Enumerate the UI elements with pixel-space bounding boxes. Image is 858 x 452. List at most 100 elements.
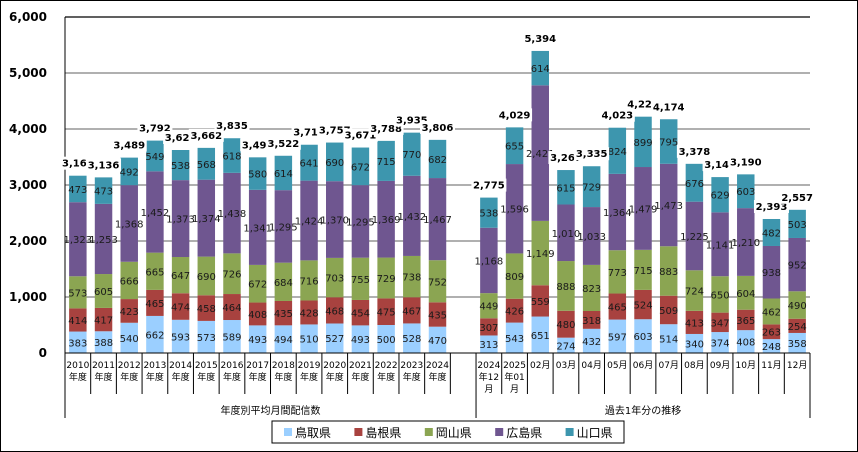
y-tick-label: 3,000 — [9, 178, 47, 192]
bar-segment-2 — [711, 312, 729, 333]
segment-value-label: 468 — [325, 306, 344, 317]
bar-segment-3 — [197, 256, 216, 296]
segment-value-label: 1,432 — [397, 212, 426, 223]
bar-segment-1 — [582, 328, 601, 353]
bar-segment-3 — [274, 262, 293, 301]
segment-value-label: 755 — [351, 275, 370, 286]
group-label: 年度別平均月間配信数 — [221, 404, 321, 417]
bar-segment-3 — [685, 270, 704, 311]
segment-value-label: 408 — [248, 310, 267, 321]
total-label-bg — [728, 155, 764, 169]
category-label: 2023 — [400, 361, 423, 371]
category-label: 年度 — [403, 371, 421, 383]
bar-segment-3 — [531, 220, 549, 286]
legend-label: 島根県 — [365, 425, 401, 440]
category-label: 06月 — [633, 360, 653, 371]
segment-value-label: 662 — [145, 330, 164, 341]
bar-segment-3 — [300, 260, 318, 301]
segment-value-label: 1,341 — [243, 223, 272, 234]
segment-value-label: 1,149 — [526, 249, 555, 260]
bar-segment-1 — [634, 319, 652, 353]
bar-segment-2 — [300, 300, 318, 325]
bar-segment-2 — [94, 307, 113, 332]
segment-value-label: 676 — [685, 179, 704, 190]
segment-value-label: 682 — [428, 155, 447, 166]
bar-segment-2 — [762, 324, 781, 340]
total-label-bg — [86, 158, 122, 172]
bar-segment-4 — [531, 85, 549, 221]
category-label: 月 — [510, 384, 519, 395]
segment-value-label: 524 — [633, 301, 652, 312]
y-tick-label: 5,000 — [9, 66, 47, 80]
total-value-label: 3,788 — [370, 124, 402, 135]
segment-value-label: 752 — [428, 277, 447, 288]
bar-segment-1 — [711, 332, 729, 353]
bar-segment-5 — [171, 150, 190, 181]
bar-segment-1 — [300, 324, 318, 353]
bar-segment-3 — [582, 264, 601, 311]
segment-value-label: 493 — [248, 335, 267, 346]
segment-value-label: 1,438 — [218, 209, 247, 220]
bar-segment-3 — [480, 293, 498, 319]
segment-value-label: 1,368 — [115, 219, 144, 230]
category-label: 04月 — [581, 360, 601, 371]
legend: 鳥取県 島根県 岡山県 広島県 山口県 — [271, 420, 625, 444]
category-label: 年度 — [172, 371, 190, 383]
bar-segment-4 — [685, 201, 704, 271]
segment-value-label: 651 — [531, 331, 550, 342]
segment-value-label: 1,370 — [320, 216, 349, 227]
category-label: 09月 — [710, 360, 730, 371]
bar-segment-3 — [711, 276, 729, 313]
total-value-label: 2,393 — [756, 202, 788, 213]
segment-value-label: 690 — [325, 158, 344, 169]
segment-value-label: 1,373 — [166, 215, 195, 226]
segment-value-label: 573 — [197, 333, 216, 344]
segment-value-label: 494 — [274, 335, 293, 346]
bar-segment-2 — [634, 289, 652, 320]
bar-segment-5 — [428, 139, 447, 179]
total-value-label: 3,136 — [88, 160, 120, 171]
bar-segment-4 — [197, 179, 216, 257]
segment-value-label: 340 — [685, 339, 704, 350]
legend-swatch — [424, 428, 433, 436]
segment-value-label: 274 — [556, 341, 575, 352]
bar-segment-1 — [197, 320, 216, 353]
bar-segment-1 — [762, 339, 781, 353]
category-label: 年度 — [249, 371, 267, 383]
segment-value-label: 549 — [145, 152, 164, 163]
segment-value-label: 938 — [762, 268, 781, 279]
segment-value-label: 716 — [300, 276, 319, 287]
total-label-bg — [111, 138, 147, 152]
segment-value-label: 888 — [556, 282, 575, 293]
segment-value-label: 347 — [711, 318, 730, 329]
segment-value-label: 672 — [351, 162, 370, 173]
bar-segment-2 — [531, 285, 549, 317]
segment-value-label: 538 — [171, 161, 190, 172]
total-label-bg — [651, 100, 687, 114]
segment-value-label: 490 — [788, 301, 807, 312]
total-label-bg — [265, 136, 301, 150]
total-value-label: 3,792 — [139, 124, 171, 135]
bar-segment-5 — [146, 140, 164, 172]
category-label: 2018 — [272, 361, 295, 371]
bar-segment-4 — [403, 175, 421, 256]
segment-value-label: 528 — [402, 334, 421, 345]
legend-label: 山口県 — [577, 426, 613, 440]
bar-segment-4 — [300, 180, 318, 261]
segment-value-label: 1,369 — [372, 215, 401, 226]
segment-value-label: 435 — [428, 311, 447, 322]
legend-label: 鳥取県 — [295, 425, 331, 440]
category-label: 2024 — [477, 361, 500, 371]
segment-value-label: 538 — [479, 209, 498, 220]
segment-value-label: 618 — [222, 152, 241, 163]
segment-value-label: 475 — [377, 308, 396, 319]
bar-segment-1 — [480, 335, 498, 353]
segment-value-label: 604 — [736, 289, 755, 300]
category-label: 03月 — [556, 360, 576, 371]
segment-value-label: 580 — [248, 170, 267, 181]
bar-segment-5 — [377, 140, 395, 181]
segment-value-label: 492 — [120, 167, 139, 178]
y-tick-label: 1,000 — [9, 290, 47, 304]
segment-value-label: 383 — [68, 338, 87, 349]
